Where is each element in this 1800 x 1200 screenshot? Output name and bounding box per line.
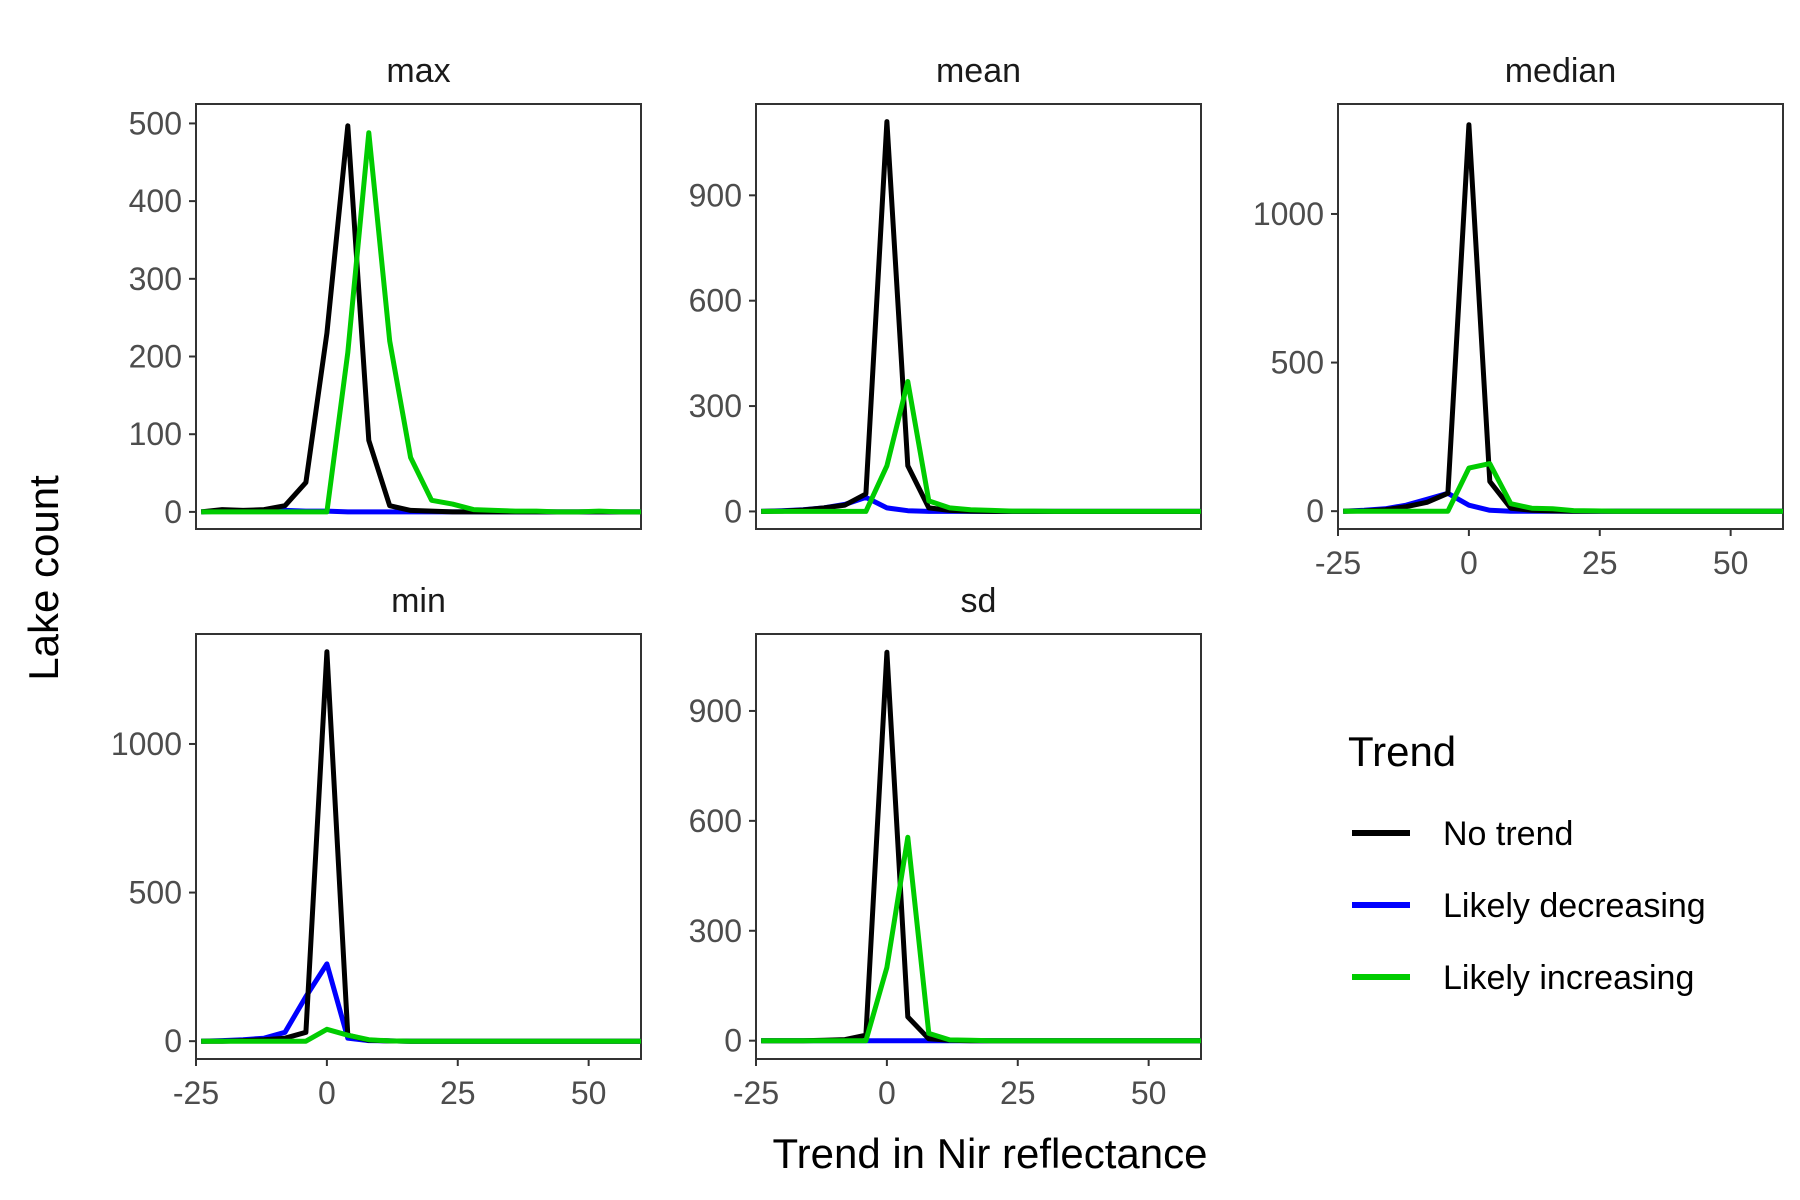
y-tick-label: 0 — [164, 1023, 182, 1059]
panel-border — [195, 633, 642, 1060]
x-tick-label: 25 — [1582, 545, 1618, 581]
legend-entry: No trend — [1352, 815, 1573, 853]
x-tick-label: -25 — [1315, 545, 1361, 581]
panel-max: max 0 100 200 300 400 500 — [129, 52, 642, 530]
y-tick-label: 500 — [129, 875, 182, 911]
panel-title: median — [1505, 52, 1617, 90]
y-tick-label: 0 — [724, 1023, 742, 1059]
legend-entry: Likely decreasing — [1352, 887, 1706, 925]
y-tick-label: 1000 — [1253, 196, 1324, 232]
series-line-likely-increasing — [761, 834, 1201, 1044]
y-tick-label: 0 — [724, 493, 742, 529]
series-line-no-trend — [200, 123, 641, 515]
panel-min: min 0 500 1000 -25 0 25 50 — [111, 582, 642, 1111]
legend-label: Likely increasing — [1443, 959, 1694, 997]
y-tick-label: 900 — [689, 177, 742, 213]
x-tick-label: 25 — [1000, 1075, 1036, 1111]
legend-label: No trend — [1443, 815, 1573, 853]
x-tick-label: -25 — [173, 1075, 219, 1111]
y-tick-label: 500 — [129, 105, 182, 141]
facet-panels: max0100200300400500mean0300600900median0… — [111, 52, 1784, 1111]
y-tick-label: 0 — [1306, 493, 1324, 529]
panel-border — [1337, 103, 1784, 530]
y-axis-title: Lake count — [20, 475, 67, 681]
x-tick-label: 0 — [318, 1075, 336, 1111]
y-tick-label: 100 — [129, 416, 182, 452]
y-tick-label: 300 — [689, 388, 742, 424]
y-tick-label: 400 — [129, 183, 182, 219]
x-tick-label: 0 — [878, 1075, 896, 1111]
x-tick-label: 25 — [440, 1075, 476, 1111]
series-line-no-trend — [201, 649, 641, 1044]
panel-border — [755, 103, 1202, 530]
legend-entry: Likely increasing — [1352, 959, 1694, 997]
panel-title: min — [391, 582, 446, 620]
series-line-likely-increasing — [201, 130, 641, 515]
panel-border — [195, 103, 642, 530]
y-tick-label: 200 — [129, 339, 182, 375]
series-line-likely-decreasing — [201, 961, 641, 1044]
panel-border — [755, 633, 1202, 1060]
series-line-no-trend — [761, 119, 1201, 514]
panel-title: mean — [936, 52, 1021, 90]
legend-entries: No trend Likely decreasing Likely increasi… — [1352, 815, 1706, 997]
series-line-no-trend — [761, 649, 1201, 1044]
series-line-likely-increasing — [761, 379, 1201, 514]
y-tick-label: 900 — [689, 693, 742, 729]
y-tick-label: 500 — [1271, 345, 1324, 381]
panel-sd: sd 0 300 600 900 -25 0 25 50 — [689, 582, 1202, 1111]
panel-median: median 0 500 1000 -25 0 25 50 — [1253, 52, 1784, 581]
x-tick-label: 50 — [1131, 1075, 1167, 1111]
series-line-likely-increasing — [1343, 461, 1783, 514]
y-tick-label: 600 — [689, 803, 742, 839]
panel-mean: mean 0 300 600 900 — [689, 52, 1202, 530]
panel-title: max — [386, 52, 450, 90]
legend-title: Trend — [1348, 728, 1456, 775]
panel-title: sd — [961, 582, 997, 620]
x-tick-label: 0 — [1460, 545, 1478, 581]
x-tick-label: -25 — [733, 1075, 779, 1111]
y-tick-label: 300 — [689, 913, 742, 949]
legend-label: Likely decreasing — [1443, 887, 1706, 925]
series-line-likely-increasing — [201, 1026, 641, 1044]
x-tick-label: 50 — [571, 1075, 607, 1111]
y-tick-label: 600 — [689, 283, 742, 319]
y-tick-label: 0 — [164, 494, 182, 530]
y-tick-label: 1000 — [111, 726, 182, 762]
x-tick-label: 50 — [1713, 545, 1749, 581]
series-line-no-trend — [1343, 122, 1783, 514]
x-axis-title: Trend in Nir reflectance — [773, 1130, 1208, 1177]
y-tick-label: 300 — [129, 261, 182, 297]
legend: Trend No trend Likely decreasing Likely in… — [1348, 728, 1706, 997]
